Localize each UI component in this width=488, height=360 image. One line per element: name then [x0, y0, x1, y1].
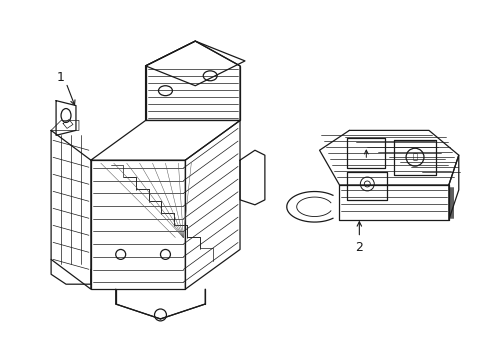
Text: 1: 1: [57, 71, 65, 84]
Text: 🔑: 🔑: [412, 153, 417, 162]
Text: 2: 2: [355, 241, 363, 254]
